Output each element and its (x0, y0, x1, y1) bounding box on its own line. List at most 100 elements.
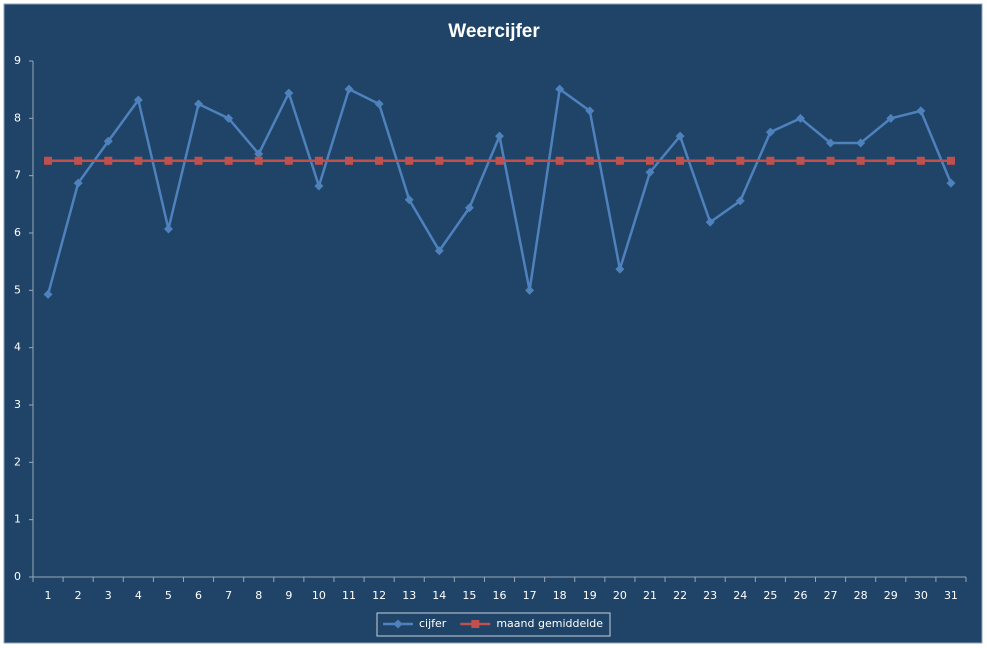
legend-label: cijfer (419, 617, 447, 630)
x-tick-label: 27 (824, 589, 838, 602)
y-tick-label: 3 (14, 398, 21, 411)
x-tick-label: 8 (255, 589, 262, 602)
x-tick-label: 25 (763, 589, 777, 602)
data-point (103, 136, 113, 146)
x-tick-label: 11 (342, 589, 356, 602)
data-point (374, 99, 384, 109)
x-tick-label: 9 (285, 589, 292, 602)
data-point (163, 224, 173, 234)
data-point (74, 156, 83, 165)
x-tick-label: 12 (372, 589, 386, 602)
x-tick-label: 3 (105, 589, 112, 602)
data-point (796, 156, 805, 165)
legend-marker (393, 619, 403, 629)
data-point (134, 156, 143, 165)
data-point (284, 88, 294, 98)
data-point (705, 217, 715, 227)
data-point (194, 99, 204, 109)
x-tick-label: 17 (523, 589, 537, 602)
data-point (735, 196, 745, 206)
data-point (133, 95, 143, 105)
chart-area (3, 3, 983, 644)
x-tick-label: 30 (914, 589, 928, 602)
x-tick-label: 18 (553, 589, 567, 602)
data-point (676, 156, 685, 165)
legend-box (376, 612, 611, 637)
x-tick-label: 21 (643, 589, 657, 602)
legend-marker (471, 620, 480, 628)
x-tick-label: 20 (613, 589, 627, 602)
data-point (43, 289, 53, 299)
x-tick-label: 5 (165, 589, 172, 602)
data-point (73, 178, 83, 188)
data-point (886, 156, 895, 165)
y-tick-label: 9 (14, 54, 21, 67)
data-point (615, 156, 624, 165)
x-tick-label: 31 (944, 589, 958, 602)
x-tick-label: 13 (402, 589, 416, 602)
data-point (856, 138, 866, 148)
data-point (224, 156, 233, 165)
data-point (254, 149, 264, 159)
data-point (916, 106, 926, 116)
data-point (645, 156, 654, 165)
y-tick-label: 7 (14, 169, 21, 182)
data-point (434, 246, 444, 256)
data-point (224, 113, 234, 123)
data-point (435, 156, 444, 165)
data-point (404, 195, 414, 205)
data-point (464, 203, 474, 213)
data-point (44, 156, 53, 165)
data-point (706, 156, 715, 165)
y-tick-label: 5 (14, 283, 21, 296)
x-tick-label: 23 (703, 589, 717, 602)
x-tick-label: 10 (312, 589, 326, 602)
data-point (375, 156, 384, 165)
data-point (495, 156, 504, 165)
data-point (194, 156, 203, 165)
data-point (405, 156, 414, 165)
data-point (856, 156, 865, 165)
x-tick-label: 16 (493, 589, 507, 602)
legend-label: maand gemiddelde (496, 617, 603, 630)
data-point (795, 113, 805, 123)
data-point (555, 84, 565, 94)
data-point (585, 106, 595, 116)
y-tick-label: 0 (14, 570, 21, 583)
data-point (736, 156, 745, 165)
data-point (766, 156, 775, 165)
data-point (525, 285, 535, 295)
x-tick-label: 4 (135, 589, 142, 602)
data-point (946, 156, 955, 165)
data-point (826, 138, 836, 148)
data-point (585, 156, 594, 165)
data-point (765, 127, 775, 137)
data-point (916, 156, 925, 165)
data-point (946, 178, 956, 188)
y-tick-label: 6 (14, 226, 21, 239)
data-point (615, 264, 625, 274)
data-point (645, 167, 655, 177)
x-tick-label: 29 (884, 589, 898, 602)
x-tick-label: 19 (583, 589, 597, 602)
data-point (344, 84, 354, 94)
data-point (284, 156, 293, 165)
x-tick-label: 6 (195, 589, 202, 602)
x-tick-label: 14 (432, 589, 446, 602)
data-point (826, 156, 835, 165)
data-point (495, 131, 504, 141)
x-tick-label: 26 (793, 589, 807, 602)
y-tick-label: 1 (14, 513, 21, 526)
y-tick-label: 2 (14, 455, 21, 468)
x-tick-label: 28 (854, 589, 868, 602)
data-point (465, 156, 474, 165)
y-tick-label: 4 (14, 341, 21, 354)
data-point (886, 113, 896, 123)
data-point (345, 156, 354, 165)
y-tick-label: 8 (14, 111, 21, 124)
data-point (104, 156, 113, 165)
chart-title: Weercijfer (448, 21, 540, 42)
data-point (314, 181, 324, 191)
data-point (675, 131, 685, 141)
